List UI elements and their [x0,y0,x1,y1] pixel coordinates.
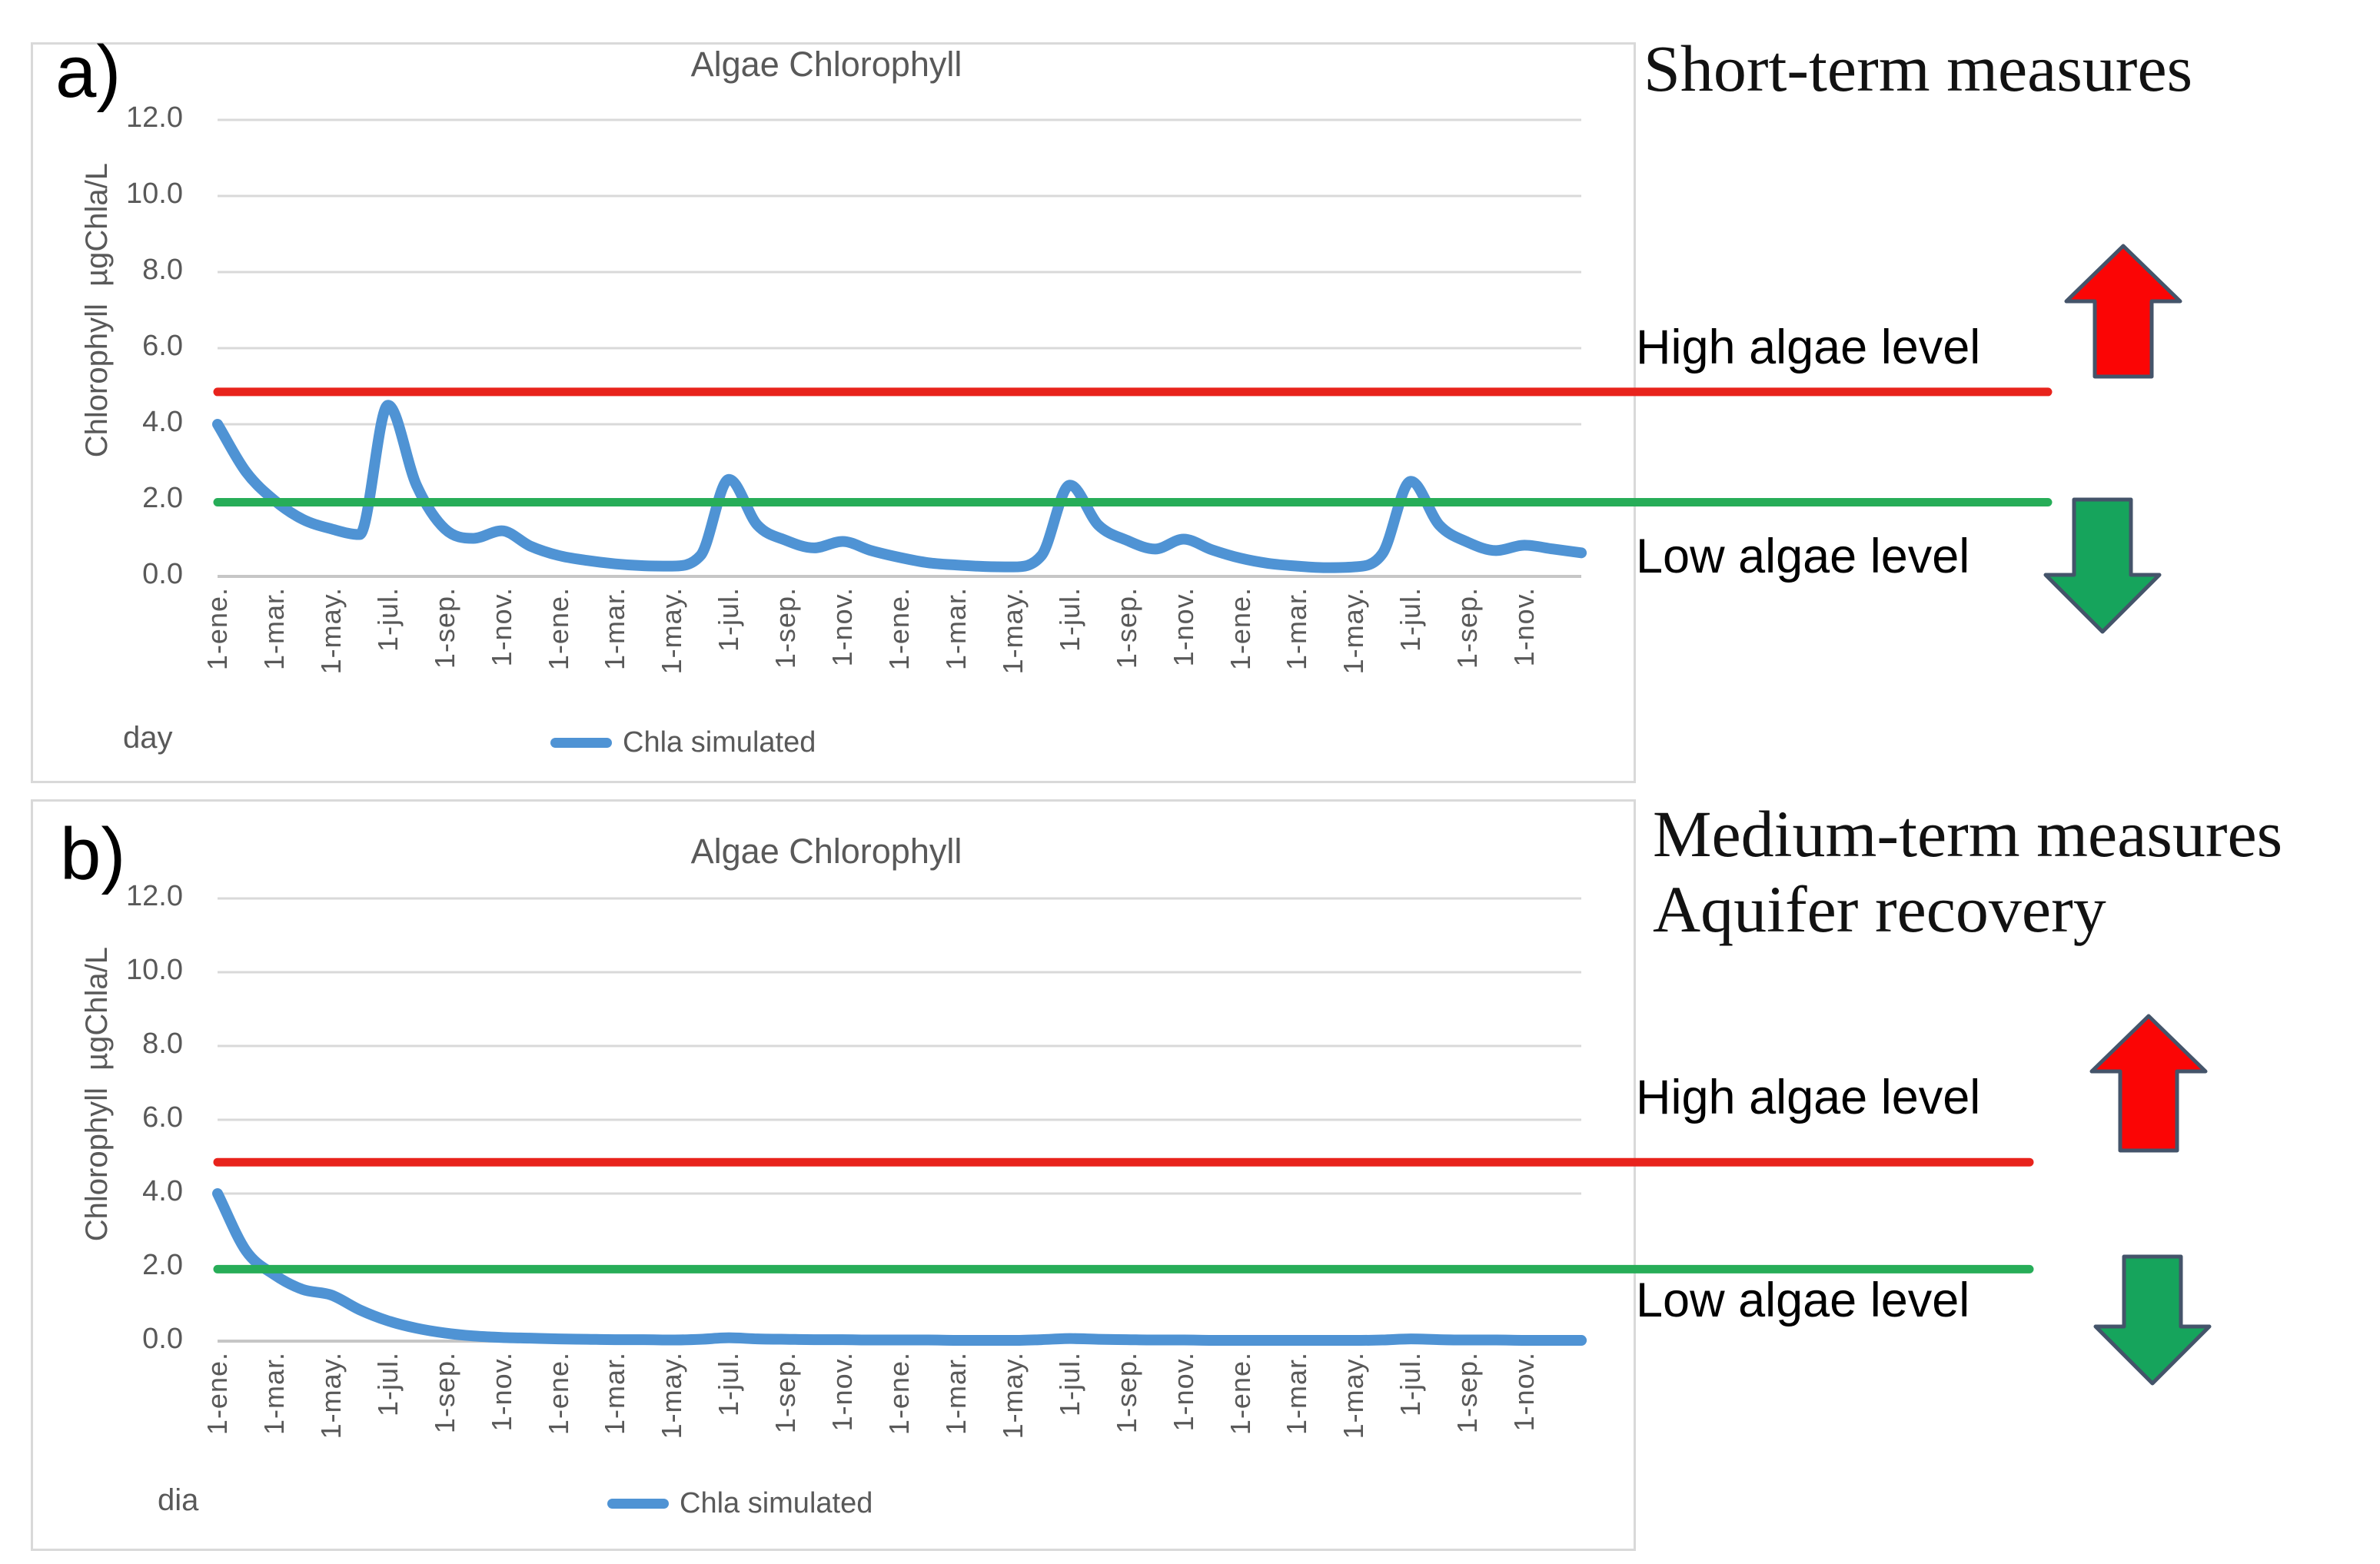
x-tick-label: 1-ene. [883,1352,916,1436]
x-tick-label: 1-may. [1338,1352,1370,1439]
x-tick-label: 1-sep. [428,587,460,669]
x-tick-label: 1-sep. [1451,587,1484,669]
x-axis-label-a: day [123,721,173,755]
panel-label-a: a) [55,31,121,113]
x-tick-label: 1-ene. [201,587,233,671]
high-algae-level-label-a: High algae level [1636,320,1981,374]
medium-term-measures-heading: Medium-term measures [1653,797,2283,871]
legend-b: Chla simulated [607,1483,873,1523]
y-tick-label: 6.0 [142,330,183,362]
x-tick-label: 1-ene. [1224,587,1256,671]
y-tick-label: 10.0 [126,954,183,986]
x-tick-label: 1-sep. [770,587,802,669]
x-tick-label: 1-mar. [599,1352,631,1436]
x-tick-label: 1-sep. [1110,1352,1142,1434]
x-tick-label: 1-ene. [542,1352,574,1436]
x-tick-label: 1-mar. [1281,587,1313,671]
x-tick-label: 1-nov. [1508,587,1541,667]
x-tick-label: 1-ene. [883,587,916,671]
x-tick-label: 1-jul. [1053,1352,1085,1417]
x-tick-label: 1-may. [314,587,347,675]
x-tick-label: 1-jul. [1053,587,1085,652]
x-tick-label: 1-nov. [826,587,859,667]
x-tick-label: 1-nov. [826,1352,859,1432]
x-tick-label: 1-may. [656,1352,688,1439]
x-tick-label: 1-ene. [542,587,574,671]
x-tick-label: 1-sep. [1110,587,1142,669]
x-axis-label-b: dia [158,1483,199,1517]
legend-line-swatch [607,1498,669,1509]
x-tick-label: 1-jul. [713,1352,745,1417]
y-tick-label: 10.0 [126,178,183,210]
legend-a: Chla simulated [550,722,816,762]
x-tick-label: 1-nov. [485,587,517,667]
chart-title-a: Algae Chlorophyll [690,45,962,84]
x-tick-label: 1-may. [1338,587,1370,675]
chart-panel-b [31,799,1636,1551]
x-tick-label: 1-jul. [371,1352,404,1417]
x-tick-label: 1-nov. [1508,1352,1541,1432]
up-arrow-icon-a [2064,244,2182,379]
x-tick-label: 1-ene. [201,1352,233,1436]
x-tick-label: 1-jul. [1394,1352,1427,1417]
y-tick-label: 8.0 [142,1028,183,1060]
x-tick-label: 1-mar. [258,1352,290,1436]
up-arrow-icon-b [2089,1014,2208,1153]
x-tick-label: 1-may. [656,587,688,675]
x-tick-label: 1-sep. [1451,1352,1484,1434]
x-tick-label: 1-jul. [1394,587,1427,652]
legend-label: Chla simulated [623,726,816,759]
legend-label: Chla simulated [680,1486,873,1519]
y-tick-label: 12.0 [126,101,183,134]
x-tick-label: 1-nov. [1167,1352,1199,1432]
y-tick-label: 0.0 [142,1323,183,1355]
x-tick-label: 1-mar. [939,1352,972,1436]
x-tick-label: 1-ene. [1224,1352,1256,1436]
down-arrow-icon-a [2043,497,2162,634]
chart-panel-a [31,42,1636,783]
x-tick-label: 1-nov. [485,1352,517,1432]
x-tick-label: 1-may. [314,1352,347,1439]
low-algae-level-label-a: Low algae level [1636,530,1970,583]
x-tick-label: 1-may. [996,1352,1029,1439]
y-tick-label: 8.0 [142,254,183,286]
y-tick-label: 2.0 [142,482,183,514]
y-tick-label: 4.0 [142,406,183,438]
high-algae-level-label-b: High algae level [1636,1071,1981,1124]
y-tick-label: 6.0 [142,1101,183,1134]
x-tick-label: 1-mar. [1281,1352,1313,1436]
aquifer-recovery-heading: Aquifer recovery [1653,872,2106,946]
x-tick-label: 1-sep. [770,1352,802,1434]
low-algae-level-label-b: Low algae level [1636,1273,1970,1327]
x-tick-label: 1-mar. [258,587,290,671]
y-tick-label: 0.0 [142,558,183,590]
x-tick-label: 1-mar. [939,587,972,671]
x-tick-label: 1-jul. [371,587,404,652]
x-tick-label: 1-jul. [713,587,745,652]
legend-line-swatch [550,737,612,748]
panel-label-b: b) [60,813,126,895]
x-tick-label: 1-sep. [428,1352,460,1434]
down-arrow-icon-b [2093,1254,2212,1386]
y-tick-label: 12.0 [126,880,183,912]
x-tick-label: 1-may. [996,587,1029,675]
short-term-measures-heading: Short-term measures [1644,32,2193,105]
y-tick-label: 2.0 [142,1249,183,1281]
x-tick-label: 1-nov. [1167,587,1199,667]
chart-title-b: Algae Chlorophyll [690,832,962,871]
y-tick-label: 4.0 [142,1175,183,1207]
x-tick-label: 1-mar. [599,587,631,671]
